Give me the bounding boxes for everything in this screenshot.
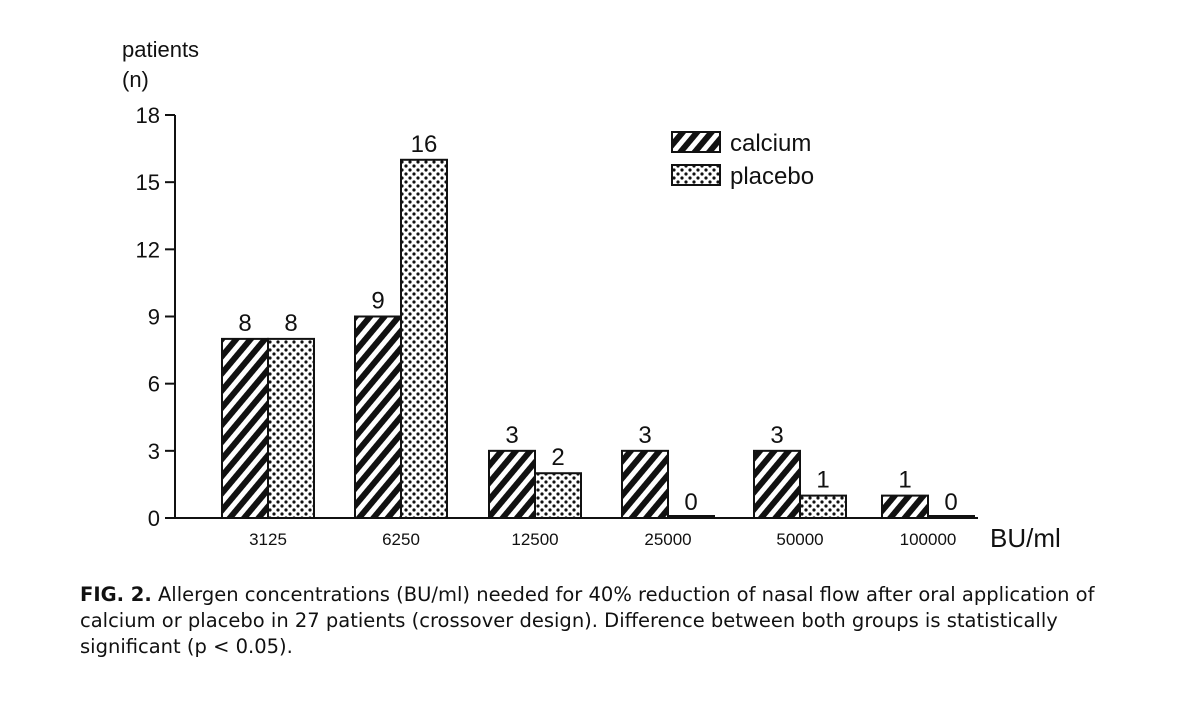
- y-axis-label-line1: patients: [122, 37, 199, 62]
- data-label-placebo-50000: 1: [816, 467, 829, 494]
- bar-placebo-6250: [400, 158, 448, 519]
- bar-calcium-12500: [488, 449, 536, 520]
- data-label-calcium-3125: 8: [238, 310, 251, 337]
- caption-text: Allergen concentrations (BU/ml) needed f…: [80, 583, 1095, 658]
- figure-caption: FIG. 2. Allergen concentrations (BU/ml) …: [80, 582, 1140, 660]
- y-tick-label: 9: [148, 305, 160, 330]
- legend-swatch-calcium: [671, 131, 721, 153]
- legend-label-placebo: placebo: [730, 163, 814, 190]
- data-label-placebo-3125: 8: [284, 310, 297, 337]
- x-category-label: 3125: [249, 530, 287, 549]
- x-category-label: 25000: [644, 530, 691, 549]
- legend: calcium placebo: [671, 130, 814, 190]
- data-label-placebo-25000: 0: [684, 489, 697, 516]
- y-tick-label: 0: [148, 506, 160, 531]
- legend-label-calcium: calcium: [730, 130, 811, 157]
- bar-placebo-3125: [267, 337, 315, 519]
- bar-placebo-25000: [667, 515, 715, 519]
- data-label-placebo-6250: 16: [411, 131, 438, 158]
- x-category-label: 50000: [776, 530, 823, 549]
- data-label-calcium-25000: 3: [638, 422, 651, 449]
- data-label-placebo-12500: 2: [551, 444, 564, 471]
- bar-calcium-3125: [221, 337, 269, 519]
- bar-placebo-100000: [927, 515, 975, 519]
- data-label-placebo-100000: 0: [944, 489, 957, 516]
- bar-placebo-50000: [799, 494, 847, 520]
- data-label-calcium-12500: 3: [505, 422, 518, 449]
- bar-placebo-12500: [534, 472, 582, 520]
- y-tick-label: 18: [136, 103, 160, 128]
- x-category-label: 6250: [382, 530, 420, 549]
- bar-calcium-6250: [354, 315, 402, 519]
- y-axis-label-line2: (n): [122, 67, 149, 92]
- x-category-label: 100000: [900, 530, 957, 549]
- figure-label: FIG. 2.: [80, 583, 152, 606]
- x-axis-label: BU/ml: [990, 523, 1061, 553]
- data-label-calcium-100000: 1: [898, 467, 911, 494]
- x-category-label: 12500: [511, 530, 558, 549]
- y-tick-label: 6: [148, 372, 160, 397]
- bar-calcium-100000: [881, 494, 929, 520]
- data-label-calcium-50000: 3: [770, 422, 783, 449]
- bar-calcium-25000: [621, 449, 669, 520]
- data-label-calcium-6250: 9: [371, 288, 384, 315]
- y-tick-label: 15: [136, 170, 160, 195]
- bar-chart: patients (n) 0 3 6 9 12 15 18 8 8 9 16 3 2 3 0 3 1 1 0 31…: [122, 37, 1061, 553]
- y-tick-label: 12: [136, 237, 160, 262]
- legend-swatch-placebo: [671, 164, 721, 186]
- y-tick-label: 3: [148, 439, 160, 464]
- bar-calcium-50000: [753, 449, 801, 520]
